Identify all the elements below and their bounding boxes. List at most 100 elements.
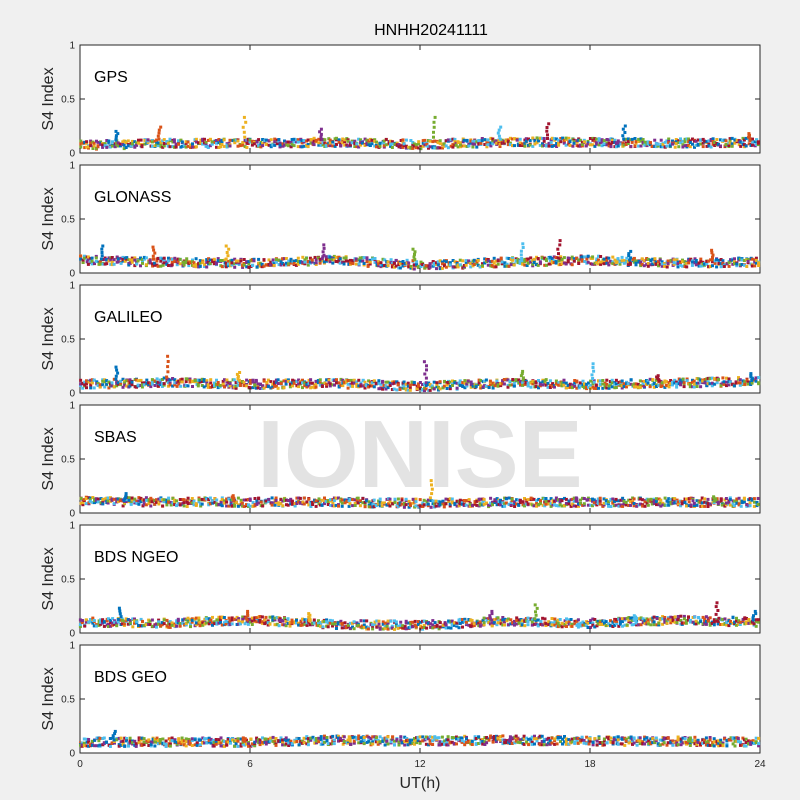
data-point [572, 499, 576, 503]
data-point [290, 500, 294, 504]
data-point [712, 496, 716, 500]
data-point [156, 144, 160, 148]
data-point [642, 384, 646, 388]
data-point [493, 382, 497, 386]
data-point [223, 385, 226, 389]
data-point [727, 261, 731, 265]
data-point [314, 258, 318, 262]
data-point [551, 384, 555, 388]
data-point [220, 140, 224, 144]
data-point [435, 624, 439, 628]
data-point [748, 501, 752, 505]
data-point [131, 625, 135, 629]
data-point [365, 138, 369, 142]
data-point [477, 142, 481, 146]
data-point [202, 378, 206, 382]
data-point [123, 381, 127, 385]
data-point [135, 262, 139, 266]
data-point [605, 386, 609, 390]
data-point [531, 136, 535, 140]
data-point [328, 621, 332, 625]
data-point [443, 379, 446, 383]
data-point [628, 258, 632, 262]
data-point [562, 381, 566, 385]
data-point [302, 496, 306, 500]
data-point [283, 499, 287, 503]
data-point [165, 262, 169, 266]
data-point [620, 386, 624, 390]
data-point [740, 258, 744, 262]
data-point [301, 255, 305, 259]
data-point [107, 139, 111, 143]
data-point [543, 504, 547, 508]
data-point [119, 381, 123, 385]
data-point [519, 380, 522, 383]
data-point [149, 381, 153, 385]
data-point [578, 143, 582, 147]
data-point [485, 617, 489, 621]
data-point [532, 261, 536, 265]
data-point [470, 622, 474, 626]
data-point [537, 379, 540, 382]
data-point [103, 497, 107, 501]
data-point [745, 378, 749, 382]
data-point [219, 145, 222, 149]
data-point [469, 383, 473, 387]
y-axis-label: S4 Index [40, 187, 57, 250]
data-point [511, 257, 515, 260]
data-point [426, 502, 430, 506]
data-point [116, 141, 120, 145]
data-point [616, 260, 620, 264]
data-point [548, 383, 552, 387]
data-point [595, 259, 599, 263]
data-point [687, 504, 691, 508]
data-point [377, 502, 381, 506]
data-point [571, 497, 575, 501]
data-point [361, 259, 365, 263]
data-point [580, 143, 584, 146]
data-point [211, 623, 214, 627]
data-point [529, 385, 533, 389]
data-point [746, 258, 750, 261]
data-point [217, 618, 221, 622]
data-point [346, 386, 350, 390]
data-point [219, 259, 223, 262]
data-point [79, 139, 83, 143]
data-point [103, 385, 107, 389]
data-point [368, 260, 372, 264]
data-point [486, 259, 490, 263]
data-point [107, 380, 111, 384]
data-point [364, 383, 368, 387]
data-point [79, 501, 83, 505]
data-point [731, 502, 735, 506]
data-point [273, 140, 277, 144]
data-point [431, 619, 435, 623]
data-point [362, 256, 366, 260]
data-point [216, 259, 220, 263]
data-point [337, 381, 341, 385]
data-point [113, 622, 117, 626]
data-point [144, 263, 148, 267]
data-point [351, 262, 355, 266]
data-point [390, 263, 394, 267]
data-point [559, 255, 563, 259]
data-point [106, 501, 110, 505]
data-point [431, 146, 435, 150]
data-point [347, 262, 351, 266]
data-point [416, 384, 420, 387]
data-point [450, 619, 454, 623]
data-point [271, 258, 275, 262]
data-point [749, 373, 753, 377]
data-point [375, 260, 379, 264]
data-point [226, 264, 230, 268]
data-point [495, 503, 499, 507]
data-point [331, 624, 334, 628]
data-point [652, 502, 656, 505]
data-point [228, 138, 232, 142]
data-point [408, 383, 412, 387]
data-point [392, 387, 396, 391]
data-point [705, 384, 709, 388]
data-point [258, 264, 262, 268]
data-point [545, 129, 549, 133]
